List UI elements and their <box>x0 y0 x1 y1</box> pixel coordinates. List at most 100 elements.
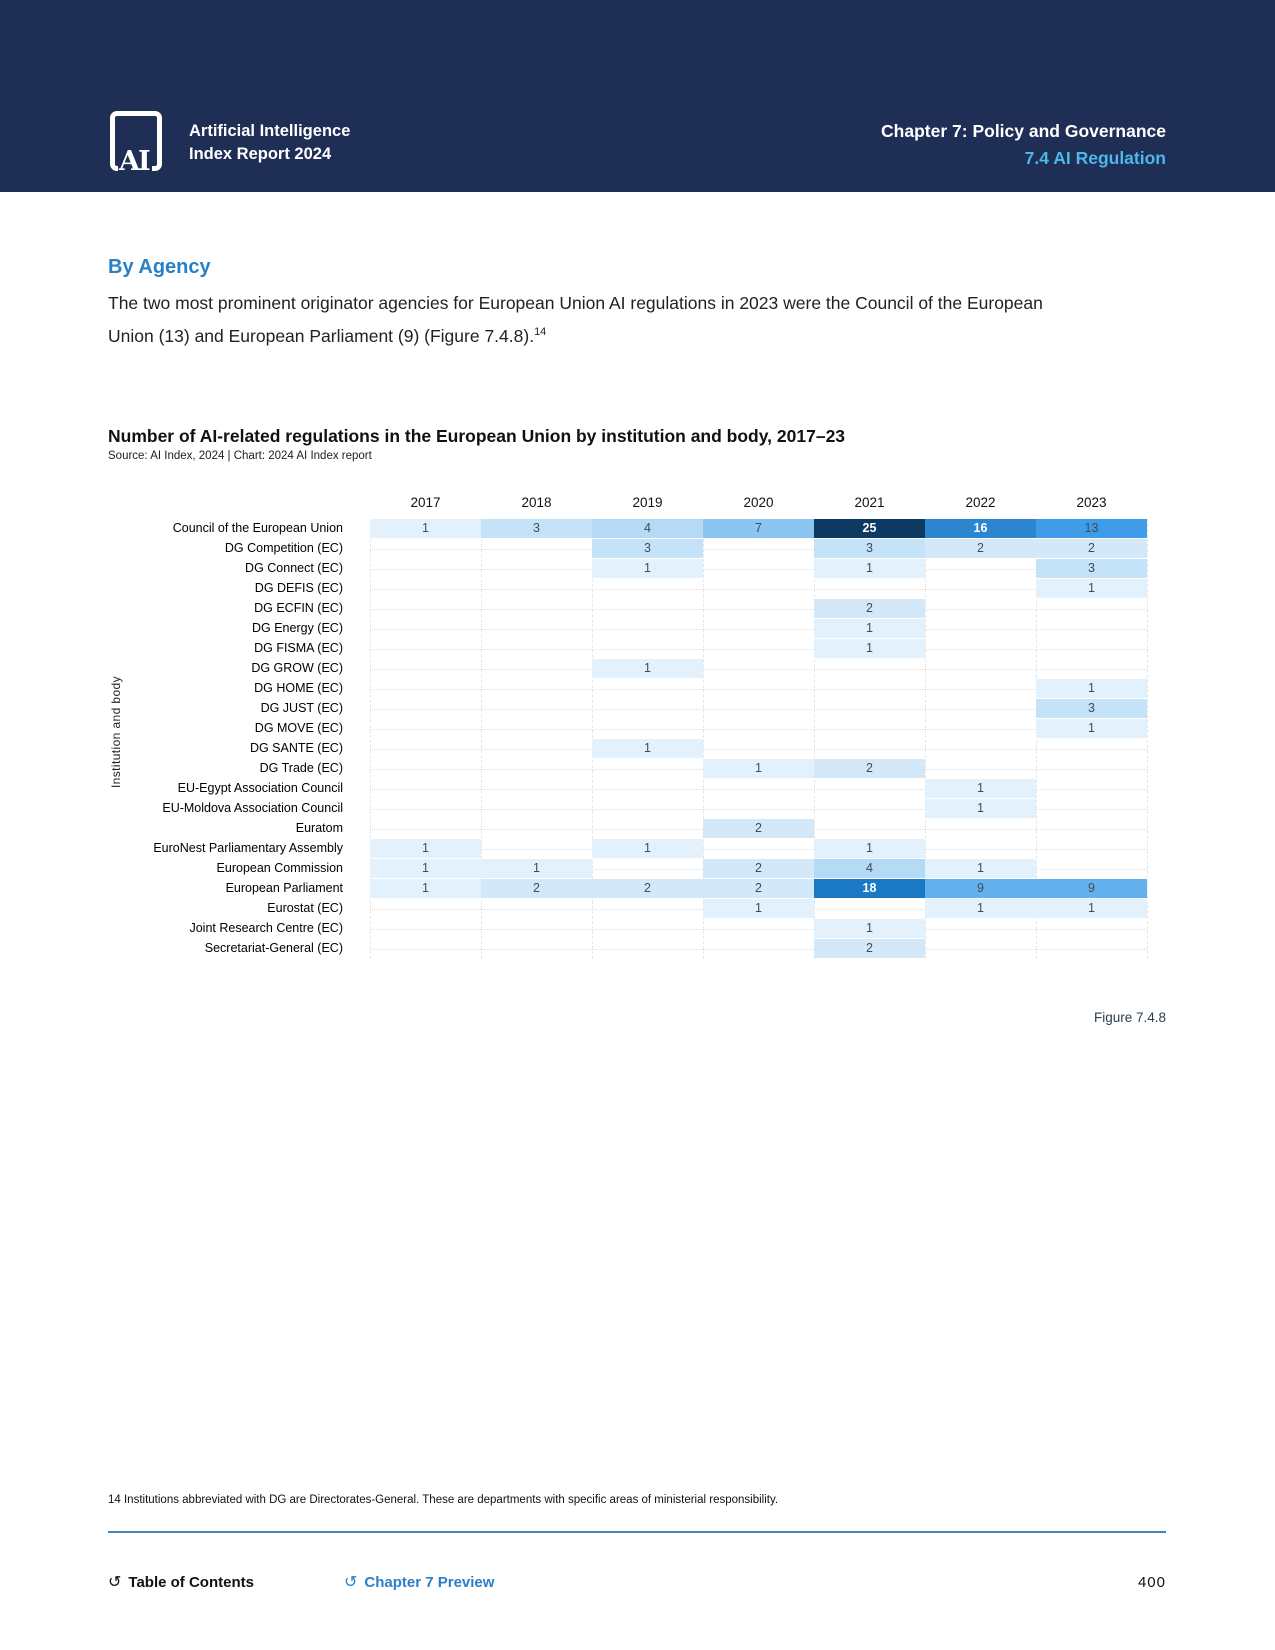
heatmap-cell <box>1036 739 1147 758</box>
heatmap-cell <box>370 639 481 658</box>
heatmap-row: European Parliament 1 2 2 2 18 9 9 <box>108 879 1147 898</box>
heatmap-row: DG Trade (EC) 1 2 <box>108 759 1147 778</box>
heatmap-cell <box>925 699 1036 718</box>
heatmap-cell <box>703 779 814 798</box>
heatmap-cell <box>592 799 703 818</box>
heatmap-cell <box>925 599 1036 618</box>
heatmap-cell <box>481 839 592 858</box>
heatmap-row: DG ECFIN (EC) 2 <box>108 599 1147 618</box>
heatmap-cell <box>481 599 592 618</box>
heatmap-cell <box>814 699 925 718</box>
table-of-contents-link[interactable]: ↺ Table of Contents <box>108 1574 254 1591</box>
row-label: EU-Moldova Association Council <box>162 801 343 815</box>
row-label: Eurostat (EC) <box>267 901 343 915</box>
heatmap-cell <box>925 679 1036 698</box>
heatmap-row: DG FISMA (EC) 1 <box>108 639 1147 658</box>
heatmap-cell: 1 <box>592 839 703 858</box>
row-label: Euratom <box>295 821 343 835</box>
report-title-line2: Index Report 2024 <box>189 145 332 163</box>
heatmap-cell <box>814 579 925 598</box>
body-paragraph: The two most prominent originator agenci… <box>108 287 1093 353</box>
footer-divider <box>108 1531 1166 1533</box>
gridline <box>703 519 704 959</box>
heatmap-cell <box>1036 799 1147 818</box>
heatmap-cell <box>703 599 814 618</box>
heatmap-cell: 1 <box>814 919 925 938</box>
heatmap-cell: 2 <box>703 859 814 878</box>
heatmap-cell <box>925 839 1036 858</box>
year-header: 2019 <box>632 495 663 510</box>
chapter-preview-link[interactable]: ↺ Chapter 7 Preview <box>344 1574 494 1591</box>
page-number: 400 <box>1137 1574 1166 1591</box>
heatmap-cell <box>925 559 1036 578</box>
row-label: DG DEFIS (EC) <box>254 581 343 595</box>
heatmap-cell <box>370 539 481 558</box>
heatmap-cell <box>481 539 592 558</box>
heatmap-cell <box>1036 639 1147 658</box>
row-label: DG FISMA (EC) <box>254 641 343 655</box>
year-header: 2020 <box>743 495 774 510</box>
heatmap-cell: 16 <box>925 519 1036 538</box>
heatmap-cell <box>703 579 814 598</box>
year-header: 2022 <box>965 495 996 510</box>
heatmap-cell <box>703 619 814 638</box>
heatmap-cell: 1 <box>1036 719 1147 738</box>
section-title: 7.4 AI Regulation <box>1024 148 1166 168</box>
heatmap-cell: 1 <box>1036 899 1147 918</box>
row-label: Council of the European Union <box>172 521 343 535</box>
heatmap-cell <box>925 619 1036 638</box>
row-label: DG MOVE (EC) <box>254 721 343 735</box>
heatmap-cell <box>481 719 592 738</box>
heatmap-cell: 1 <box>370 839 481 858</box>
row-label: DG Trade (EC) <box>259 761 343 775</box>
heatmap-cell <box>370 579 481 598</box>
heatmap-cell <box>592 919 703 938</box>
heatmap-cell: 9 <box>925 879 1036 898</box>
heatmap-cell <box>703 799 814 818</box>
heatmap-cell <box>481 759 592 778</box>
return-arrow-icon: ↺ <box>108 1573 122 1591</box>
year-header: 2018 <box>521 495 552 510</box>
row-label: EU-Egypt Association Council <box>177 781 343 795</box>
heatmap-cell <box>481 939 592 958</box>
heatmap-cell <box>592 819 703 838</box>
heatmap-cell: 3 <box>1036 559 1147 578</box>
heatmap-cell <box>703 939 814 958</box>
heatmap-cell <box>592 939 703 958</box>
heatmap-row: DG HOME (EC) 1 <box>108 679 1147 698</box>
heatmap-row: Eurostat (EC) 1 1 1 <box>108 899 1147 918</box>
heatmap-cell <box>481 739 592 758</box>
heatmap-cell <box>814 899 925 918</box>
heatmap-cell <box>1036 919 1147 938</box>
heatmap-cell <box>481 779 592 798</box>
heatmap-cell: 3 <box>814 539 925 558</box>
heatmap-cell <box>814 679 925 698</box>
heatmap-cell: 1 <box>1036 679 1147 698</box>
heatmap-row: DG DEFIS (EC) 1 <box>108 579 1147 598</box>
heatmap-cell <box>481 559 592 578</box>
heatmap-cell <box>1036 779 1147 798</box>
report-title-line1: Artificial Intelligence <box>189 122 351 140</box>
heatmap-cell: 1 <box>370 879 481 898</box>
gridline <box>481 519 482 959</box>
heatmap-cell <box>703 539 814 558</box>
heatmap-cell: 2 <box>592 879 703 898</box>
heatmap-cell <box>370 659 481 678</box>
heatmap-cell <box>703 699 814 718</box>
heatmap-cell: 1 <box>925 899 1036 918</box>
gridline <box>1036 519 1037 959</box>
heatmap-row: DG MOVE (EC) 1 <box>108 719 1147 738</box>
heatmap-cell <box>592 699 703 718</box>
heatmap-cell: 1 <box>592 559 703 578</box>
heatmap-cell <box>1036 839 1147 858</box>
heatmap-cell: 1 <box>925 779 1036 798</box>
footnote-reference: 14 <box>534 326 547 339</box>
heatmap-cell <box>370 559 481 578</box>
heatmap-cell <box>925 759 1036 778</box>
heatmap-cell <box>481 899 592 918</box>
heatmap-cell: 1 <box>592 659 703 678</box>
heatmap-cell <box>592 779 703 798</box>
heatmap-cell: 1 <box>814 639 925 658</box>
heatmap-cell <box>481 819 592 838</box>
